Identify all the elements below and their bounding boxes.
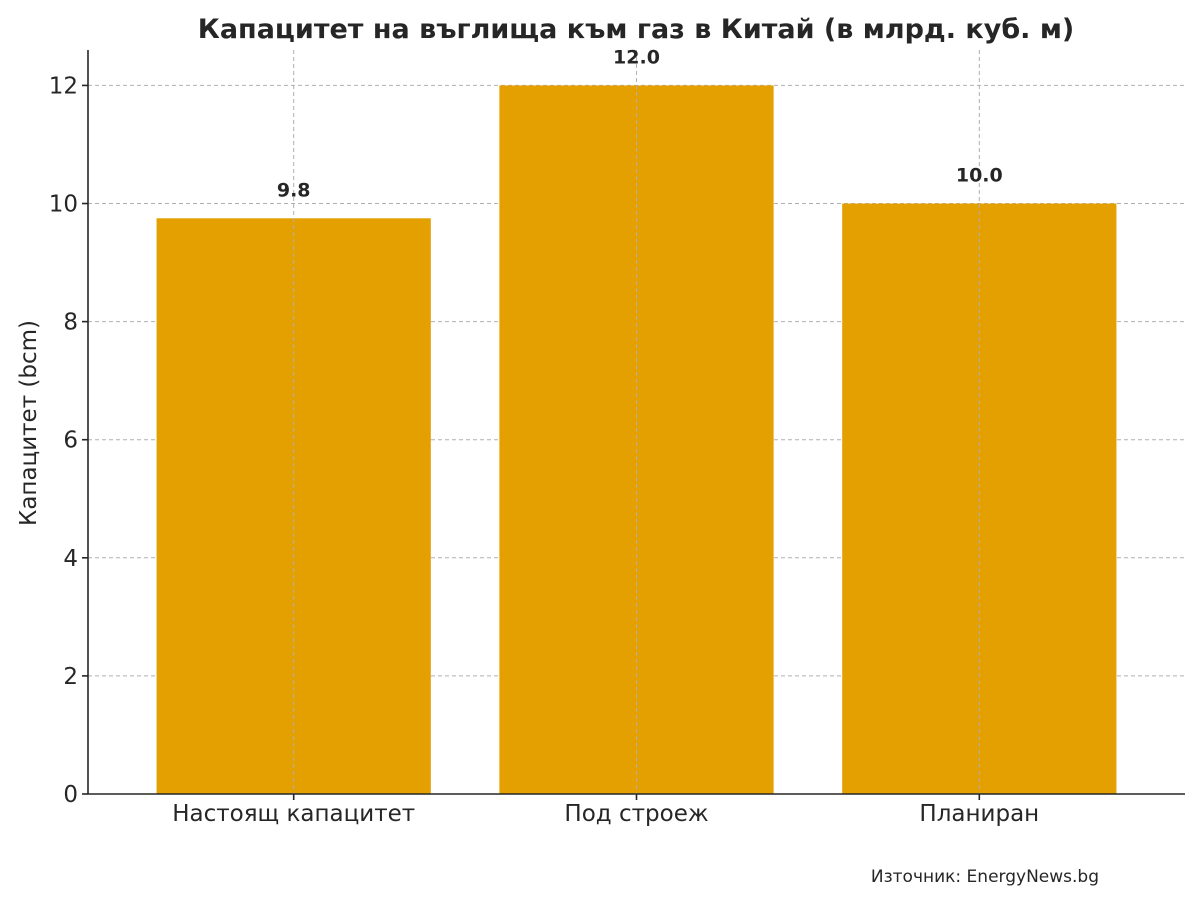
y-tick-label: 10 — [49, 192, 78, 218]
x-tick-label: Настоящ капацитет — [172, 801, 415, 827]
x-tick-labels: Настоящ капацитет Под строеж Планиран — [172, 801, 1039, 827]
y-tick-label: 12 — [49, 73, 78, 99]
x-tick-label: Планиран — [919, 801, 1039, 827]
value-label: 9.8 — [277, 179, 311, 201]
value-label: 10.0 — [956, 165, 1003, 187]
y-tick-label: 4 — [63, 546, 78, 572]
chart-title: Капацитет на въглища към газ в Китай (в … — [198, 14, 1075, 45]
axes — [82, 50, 1185, 800]
y-tick-label: 8 — [63, 310, 78, 336]
vertical-grid-lines — [293, 50, 980, 794]
value-labels: 9.8 12.0 10.0 — [277, 46, 1003, 201]
y-axis-label: Капацитет (bcm) — [16, 320, 42, 526]
y-tick-label: 2 — [63, 664, 78, 690]
source-note: Източник: EnergyNews.bg — [871, 867, 1099, 887]
value-label: 12.0 — [613, 46, 660, 68]
y-tick-label: 6 — [63, 428, 78, 454]
y-tick-labels: 0 2 4 6 8 10 12 — [49, 73, 78, 808]
x-tick-label: Под строеж — [564, 801, 708, 827]
y-tick-label: 0 — [63, 782, 78, 808]
